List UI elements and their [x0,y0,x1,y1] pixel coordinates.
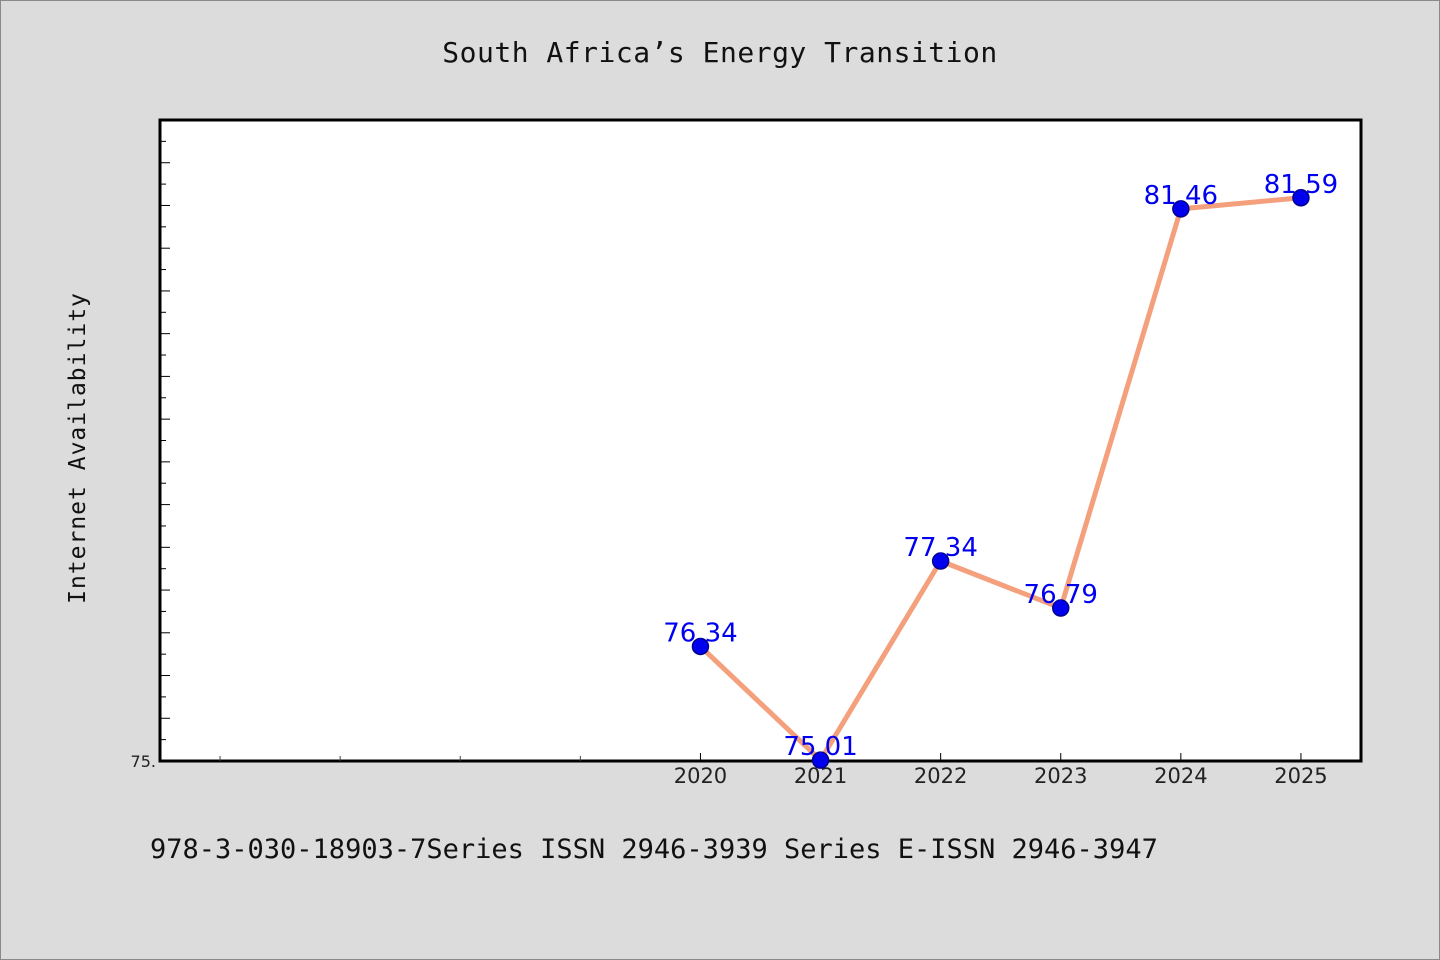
x-tick-label: 2022 [914,764,967,788]
plot-area [158,118,1363,763]
series-line [698,195,1302,763]
data-point [811,751,830,769]
series-points [691,189,1310,769]
y-axis-label: Internet Availability [65,292,91,604]
footer-isbn-text: 978-3-030-18903-7Series ISSN 2946-3939 S… [150,834,1158,865]
x-minor-ticks [219,756,581,761]
x-tick-labels: 2020 2021 2022 2023 2024 2025 [674,753,1328,788]
data-label: 81.59 [1264,170,1338,200]
series-lines [698,195,1302,763]
x-tick-label: 2024 [1154,764,1207,788]
data-point [1292,189,1310,207]
x-tick-label: 2023 [1034,764,1087,788]
data-point [691,637,710,656]
data-labels: 76.34 75.01 77.34 76.79 81.46 81.59 [663,170,1338,762]
data-label: 76.79 [1024,580,1098,610]
data-point [931,552,950,570]
x-tick-label: 2025 [1274,764,1327,788]
data-point [1172,200,1190,218]
y-tick-label: 75. [131,752,156,771]
y-tick-labels: 75. [131,752,156,771]
data-point [1052,599,1070,617]
y-minor-ticks [160,140,170,741]
data-label: 77.34 [903,533,977,563]
chart-title: South Africa’s Energy Transition [442,36,998,69]
x-tick-label: 2020 [674,764,727,788]
data-label: 81.46 [1144,181,1218,211]
data-label: 76.34 [663,618,737,648]
data-label: 75.01 [783,732,857,762]
